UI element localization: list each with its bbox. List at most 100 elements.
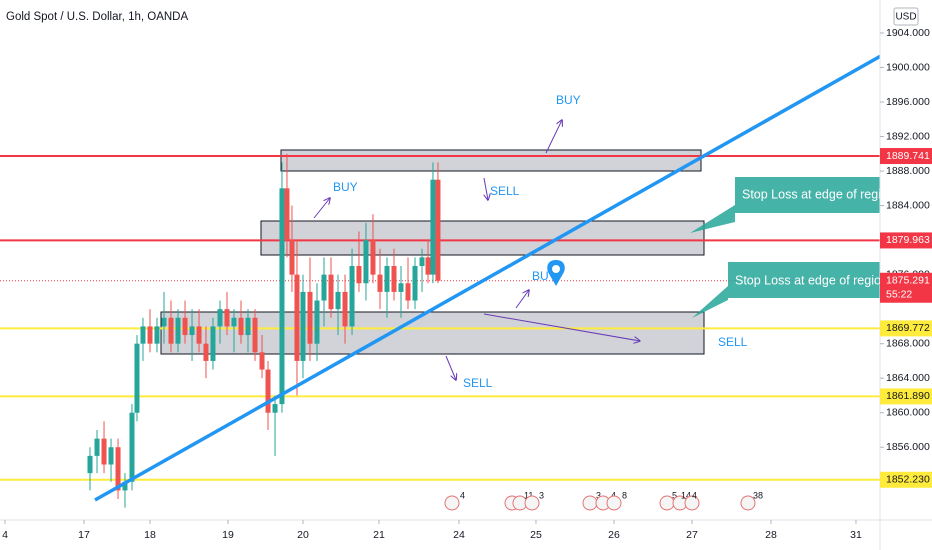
event-icon[interactable] xyxy=(684,495,700,511)
candle-body xyxy=(335,291,341,310)
annotation: BUY xyxy=(556,93,581,107)
candle-body xyxy=(384,265,390,292)
candle-body xyxy=(203,343,209,361)
x-tick-label: 24 xyxy=(453,529,465,541)
y-tick-label: 1864.000 xyxy=(886,372,930,384)
event-count: 3 xyxy=(539,490,544,500)
candle-body xyxy=(370,240,376,275)
candle-body xyxy=(356,265,362,284)
candle-body xyxy=(161,317,167,327)
y-tick-label: 1904.000 xyxy=(886,27,930,39)
candle-body xyxy=(101,438,107,465)
event-count: 38 xyxy=(753,490,763,500)
x-tick-label: 18 xyxy=(144,529,156,541)
y-tick-label: 1900.000 xyxy=(886,61,930,73)
annotation: SELL xyxy=(490,184,520,198)
candle-body xyxy=(217,309,223,327)
candle-body xyxy=(425,257,431,275)
price-tag-label: 1879.963 xyxy=(886,234,930,246)
candle-body xyxy=(87,455,93,474)
candle-body xyxy=(182,317,188,336)
candle-body xyxy=(307,291,313,344)
callout-text: Stop Loss at edge of region xyxy=(742,187,895,201)
candle-body xyxy=(108,447,114,465)
price-tag-label: 1861.890 xyxy=(886,390,930,402)
candle-body xyxy=(140,326,146,344)
currency-button[interactable] xyxy=(893,7,919,26)
x-tick-label: 25 xyxy=(530,529,542,541)
candle-body xyxy=(419,257,425,266)
events: 4 11 3 3 4 8 5 14 4 38 xyxy=(444,490,763,511)
candle-body xyxy=(231,317,237,327)
callout-box xyxy=(690,177,880,233)
price-tag xyxy=(880,320,932,337)
event-icon[interactable] xyxy=(444,495,460,511)
callout: Stop Loss at edge of region xyxy=(690,177,895,233)
event-icon[interactable] xyxy=(606,495,622,511)
candle-body xyxy=(321,274,327,301)
y-tick-label: 1856.000 xyxy=(886,441,930,453)
event-count: 5 xyxy=(672,490,677,500)
candle-body xyxy=(391,265,397,292)
y-tick-label: 1860.000 xyxy=(886,407,930,419)
event-count: 14 xyxy=(681,490,691,500)
candle-body xyxy=(238,317,244,336)
candle-body xyxy=(430,179,436,275)
event-icon[interactable] xyxy=(524,495,540,511)
candle-body xyxy=(398,283,404,292)
arrow xyxy=(545,120,562,154)
annotation: SELL xyxy=(463,376,493,390)
arrow xyxy=(313,198,330,219)
candle-body xyxy=(328,274,334,310)
candle-body xyxy=(245,317,251,336)
candle-body xyxy=(175,317,181,344)
candle-body xyxy=(147,326,153,344)
x-tick-label: 28 xyxy=(765,529,777,541)
candle-body xyxy=(196,326,202,344)
y-tick-label: 1884.000 xyxy=(886,199,930,211)
price-tag-label: 1869.772 xyxy=(886,322,930,334)
candle-body xyxy=(122,481,128,491)
event-icon[interactable] xyxy=(582,495,598,511)
candle-body xyxy=(377,274,383,292)
x-tick-label: 17 xyxy=(78,529,90,541)
candle-body xyxy=(189,326,195,336)
price-labels: 1889.741 1879.963 1869.772 1861.890 1852.230… xyxy=(880,148,932,488)
y-tick-label: 1868.000 xyxy=(886,337,930,349)
x-tick-label: 26 xyxy=(608,529,620,541)
annotation: BUY xyxy=(333,180,358,194)
candle-body xyxy=(314,300,320,344)
drawings xyxy=(160,149,705,355)
candle-body xyxy=(210,326,216,361)
candle-body xyxy=(300,291,306,361)
candle-body xyxy=(115,447,121,491)
arrow xyxy=(483,313,640,341)
arrow xyxy=(515,290,529,309)
candle-body xyxy=(412,265,418,301)
event-icon[interactable] xyxy=(740,495,756,511)
annotation: SELL xyxy=(718,335,748,349)
candle-body xyxy=(154,326,160,344)
price-tag xyxy=(880,388,932,405)
candle-body xyxy=(349,265,355,327)
x-tick-label: 20 xyxy=(297,529,309,541)
arrow xyxy=(484,177,488,200)
y-tick-label: 1888.000 xyxy=(886,165,930,177)
candle-body xyxy=(272,404,278,413)
callout-text: Stop Loss at edge of region xyxy=(735,273,888,287)
price-tag xyxy=(880,148,932,165)
countdown: 55:22 xyxy=(886,289,912,301)
candle-body xyxy=(224,309,230,327)
trend-line xyxy=(94,25,932,502)
price-tag xyxy=(880,272,932,303)
price-tag-label: 1875.291 xyxy=(886,275,930,287)
chart-title: Gold Spot / U.S. Dollar, 1h, OANDA xyxy=(6,11,188,23)
price-tag xyxy=(880,471,932,488)
candle-body xyxy=(134,343,140,413)
zone xyxy=(260,220,705,256)
price-tag-label: 1889.741 xyxy=(886,150,930,162)
ticks: 1904.000 1900.000 1896.000 1892.000 1888.000… xyxy=(2,27,930,541)
arrow xyxy=(445,355,456,380)
candle-body xyxy=(279,188,285,405)
